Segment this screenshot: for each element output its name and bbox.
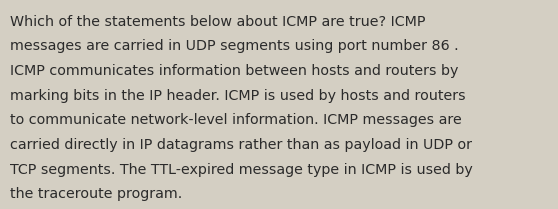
Text: to communicate network-level information. ICMP messages are: to communicate network-level information…	[10, 113, 462, 127]
Text: messages are carried in UDP segments using port number 86 .: messages are carried in UDP segments usi…	[10, 39, 459, 53]
Text: carried directly in IP datagrams rather than as payload in UDP or: carried directly in IP datagrams rather …	[10, 138, 472, 152]
Text: ICMP communicates information between hosts and routers by: ICMP communicates information between ho…	[10, 64, 459, 78]
Text: TCP segments. The TTL-expired message type in ICMP is used by: TCP segments. The TTL-expired message ty…	[10, 163, 473, 177]
Text: the traceroute program.: the traceroute program.	[10, 187, 182, 201]
Text: Which of the statements below about ICMP are true? ICMP: Which of the statements below about ICMP…	[10, 15, 426, 29]
Text: marking bits in the IP header. ICMP is used by hosts and routers: marking bits in the IP header. ICMP is u…	[10, 89, 466, 103]
